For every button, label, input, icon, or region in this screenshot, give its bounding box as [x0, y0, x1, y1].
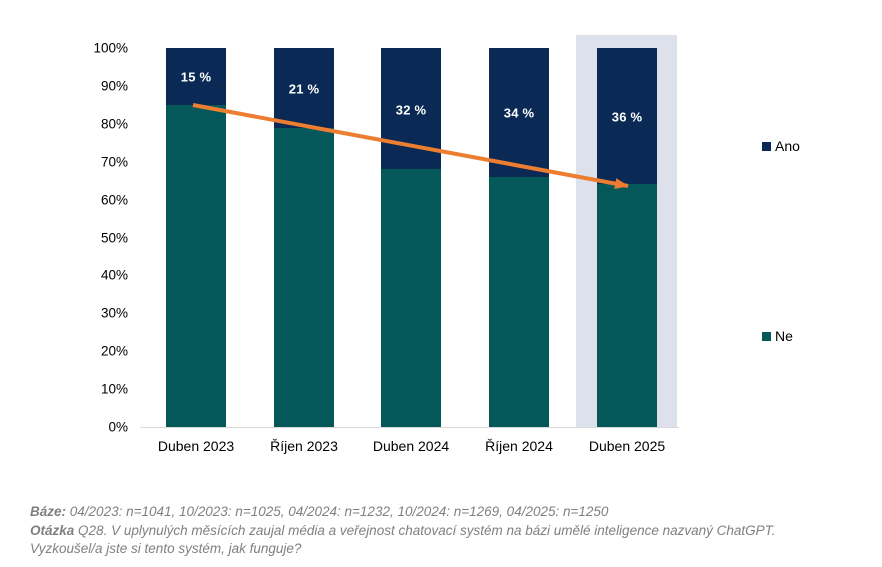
- bar-segment-ne: [381, 169, 441, 427]
- bar-column-2: 21 %: [274, 48, 334, 427]
- bar-column-1: 15 %: [166, 48, 226, 427]
- y-axis-tick-label: 80%: [100, 116, 128, 132]
- bar-value-label: 32 %: [395, 102, 427, 118]
- bar-column-3: 32 %: [381, 48, 441, 427]
- bar-segment-ne: [166, 104, 226, 427]
- x-axis-label: Říjen 2024: [485, 438, 553, 454]
- footnote-question-line: Otázka Q28. V uplynulých měsících zaujal…: [30, 522, 875, 541]
- chart-footnote: Báze: 04/2023: n=1041, 10/2023: n=1025, …: [30, 503, 875, 559]
- bar-column-4: 34 %: [489, 48, 549, 427]
- y-axis-tick-label: 0%: [108, 419, 128, 435]
- legend-label-ne: Ne: [775, 328, 793, 344]
- legend-item-ne: Ne: [762, 328, 793, 344]
- bar-segment-ne: [274, 127, 334, 427]
- legend-swatch-ano: [762, 141, 771, 151]
- footnote-base-line: Báze: 04/2023: n=1041, 10/2023: n=1025, …: [30, 503, 875, 522]
- footnote-question-line-2: Vyzkoušel/a jste si tento systém, jak fu…: [30, 541, 302, 556]
- x-axis-label: Duben 2024: [372, 438, 450, 454]
- legend-label-ano: Ano: [775, 138, 800, 154]
- y-axis-tick-label: 40%: [100, 267, 128, 283]
- y-axis-tick-label: 70%: [100, 154, 128, 170]
- legend-item-ano: Ano: [762, 138, 800, 154]
- x-axis-label: Duben 2023: [157, 438, 235, 454]
- question-label: Otázka: [30, 522, 75, 538]
- bar-value-label: 34 %: [503, 105, 535, 121]
- bar-column-5: 36 %: [597, 48, 657, 427]
- y-axis-tick-label: 10%: [100, 381, 128, 397]
- question-text: Q28. V uplynulých měsících zaujal média …: [78, 522, 776, 538]
- legend-swatch-ne: [762, 331, 771, 341]
- y-axis-tick-label: 50%: [100, 230, 128, 245]
- bar-segment-ne: [489, 176, 549, 427]
- y-axis-tick-label: 100%: [93, 40, 128, 56]
- base-text: 04/2023: n=1041, 10/2023: n=1025, 04/202…: [69, 504, 609, 519]
- x-axis-label: Duben 2025: [588, 438, 666, 454]
- bar-value-label: 15 %: [180, 69, 212, 85]
- x-axis-line: [140, 427, 679, 428]
- base-label: Báze:: [30, 504, 67, 519]
- bar-value-label: 36 %: [611, 109, 643, 125]
- bar-segment-ne: [597, 184, 657, 427]
- y-axis-tick-label: 90%: [100, 78, 128, 94]
- y-axis-tick-label: 30%: [100, 305, 128, 321]
- y-axis-tick-label: 60%: [100, 192, 128, 208]
- x-axis-label: Říjen 2023: [270, 438, 338, 454]
- bar-segment-ano: [166, 48, 226, 105]
- bar-value-label: 21 %: [288, 81, 320, 97]
- y-axis-tick-label: 20%: [100, 343, 128, 359]
